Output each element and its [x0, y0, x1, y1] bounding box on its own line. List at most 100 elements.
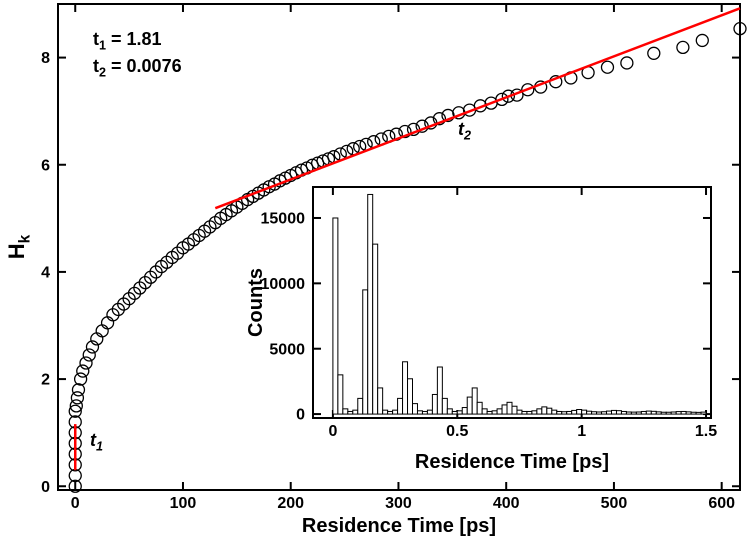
- bar: [531, 410, 538, 415]
- bar: [556, 410, 563, 415]
- bar: [655, 411, 662, 415]
- point: [501, 89, 516, 103]
- y-tick-label: 6: [41, 157, 50, 174]
- fit-label-main: t: [458, 119, 465, 139]
- bar: [337, 374, 344, 415]
- point: [521, 83, 535, 97]
- bar: [615, 410, 622, 415]
- point: [71, 383, 86, 397]
- bar: [332, 217, 339, 415]
- bar: [516, 409, 523, 415]
- bar: [486, 410, 493, 415]
- fit-label: t2: [458, 119, 471, 143]
- bar: [456, 410, 463, 415]
- bar: [511, 405, 518, 415]
- annotation: t2 = 0.0076: [93, 56, 182, 80]
- bar: [441, 397, 448, 415]
- bar: [561, 411, 568, 415]
- bar: [471, 387, 478, 415]
- point: [69, 399, 83, 413]
- annotation-rest: = 0.0076: [106, 56, 182, 76]
- point: [76, 364, 90, 378]
- x-tick-label: 0.5: [446, 423, 468, 440]
- point: [85, 340, 100, 354]
- bar: [645, 410, 652, 415]
- point: [695, 33, 709, 48]
- bar: [700, 411, 707, 415]
- bar: [630, 411, 637, 415]
- fit-line: [214, 7, 741, 210]
- x-tick-label: 600: [708, 495, 735, 512]
- point: [73, 372, 88, 386]
- y-tick-label: 10000: [261, 276, 306, 293]
- bar: [506, 401, 513, 415]
- point: [600, 60, 615, 74]
- point: [398, 124, 412, 139]
- bar: [466, 396, 473, 415]
- y-axis-label: Hk: [4, 234, 34, 259]
- y-tick-label: 0: [296, 407, 305, 424]
- bar: [675, 411, 682, 415]
- bar: [491, 410, 498, 415]
- bar: [635, 411, 642, 415]
- bar: [412, 403, 418, 415]
- y-axis-label: Counts: [245, 268, 267, 337]
- bar: [501, 404, 508, 415]
- bar: [521, 410, 528, 415]
- annotation: t1 = 1.81: [93, 29, 162, 53]
- bar: [451, 410, 458, 415]
- y-axis-label-sub: k: [17, 234, 34, 243]
- bar: [670, 411, 677, 415]
- bar: [407, 378, 413, 415]
- fit-label: t1: [90, 430, 103, 454]
- annotation-main: t: [93, 56, 99, 76]
- bar: [660, 411, 667, 415]
- bar: [611, 409, 617, 415]
- bar: [461, 407, 468, 415]
- bar: [665, 411, 672, 415]
- x-tick-label: 400: [493, 495, 520, 512]
- x-tick-label: 0: [71, 495, 80, 512]
- x-tick-label: 200: [277, 495, 304, 512]
- point: [68, 404, 82, 418]
- bar: [566, 410, 573, 415]
- bar: [536, 408, 543, 415]
- bar: [625, 411, 632, 415]
- bar: [402, 361, 409, 415]
- y-tick-label: 4: [41, 265, 50, 282]
- bar: [392, 409, 399, 415]
- bar: [416, 410, 423, 415]
- bar: [362, 289, 369, 415]
- bar: [601, 411, 608, 415]
- point: [733, 21, 747, 36]
- x-axis-label: Residence Time [ps]: [302, 515, 496, 537]
- x-axis-label: Residence Time [ps]: [415, 451, 609, 473]
- point: [79, 356, 93, 370]
- bar: [581, 409, 588, 415]
- x-tick-label: 100: [170, 495, 197, 512]
- x-tick-label: 1: [577, 423, 586, 440]
- bar: [606, 410, 613, 415]
- bar: [650, 410, 657, 415]
- bar: [377, 387, 384, 415]
- annotation-rest: = 1.81: [106, 29, 162, 49]
- x-tick-label: 0: [328, 423, 337, 440]
- bar: [446, 408, 453, 415]
- bar: [620, 410, 627, 415]
- bar: [357, 397, 364, 415]
- plot-area: [312, 186, 712, 419]
- y-axis-label-main: H: [4, 243, 29, 259]
- bar: [690, 411, 697, 415]
- fit-label-sub: 2: [463, 129, 471, 143]
- point: [620, 56, 634, 70]
- bar: [372, 243, 379, 415]
- bar: [476, 401, 483, 415]
- annotation-sub: 1: [99, 39, 106, 53]
- y-tick-label: 0: [41, 479, 50, 496]
- annotation-main: t: [93, 29, 99, 49]
- bar: [591, 411, 598, 415]
- annotation-sub: 2: [99, 66, 106, 80]
- y-tick-label: 5000: [269, 341, 305, 358]
- point: [82, 348, 96, 362]
